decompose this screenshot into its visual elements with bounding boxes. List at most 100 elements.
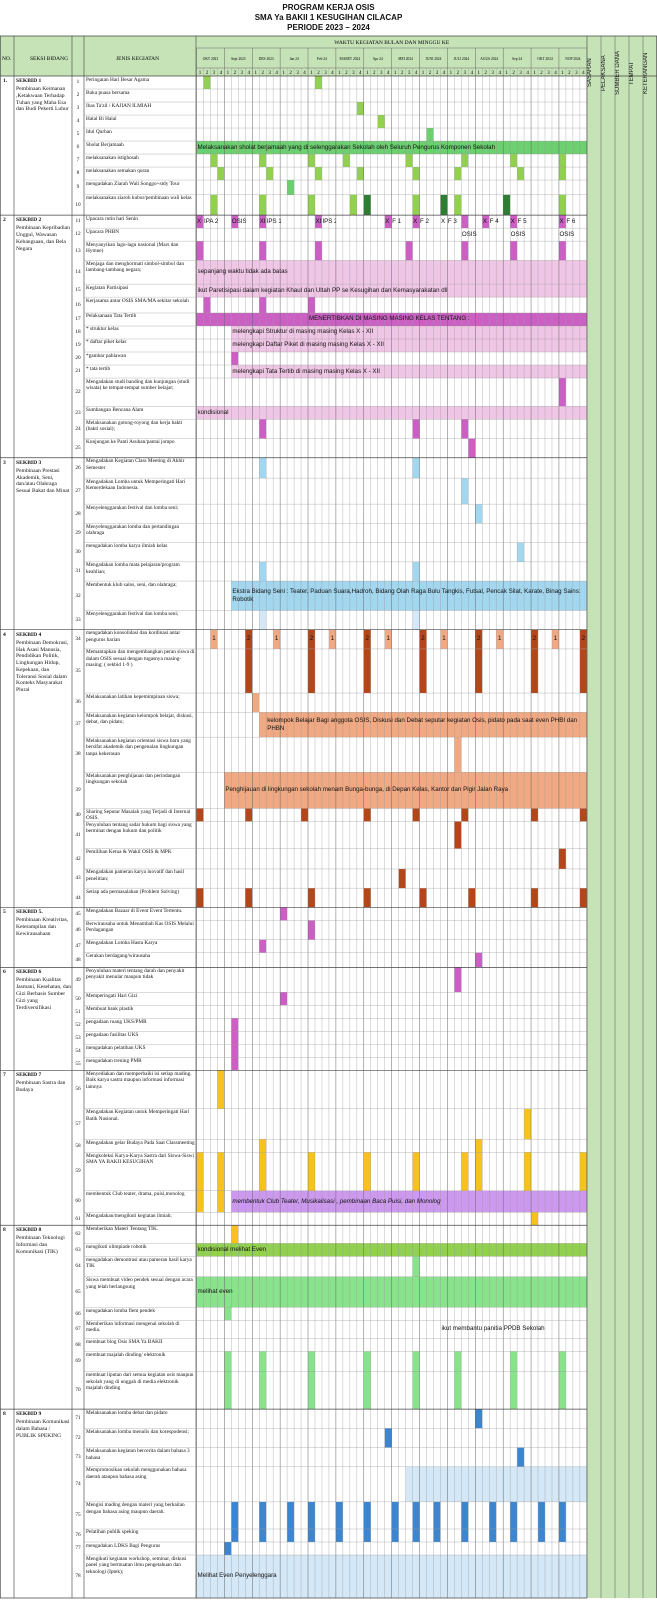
week-number: 4 bbox=[248, 71, 251, 76]
schedule-cell bbox=[475, 1409, 483, 1429]
schedule-cell bbox=[558, 378, 566, 407]
activity-number: 38 bbox=[75, 751, 81, 758]
week-number: 3 bbox=[324, 71, 327, 76]
section-7-code: SEKBID 7 bbox=[16, 1072, 42, 1079]
section-2-number: 2 bbox=[3, 217, 6, 224]
schedule-cell bbox=[531, 648, 539, 694]
week-number: 2 bbox=[289, 71, 292, 76]
week-number: 2 bbox=[540, 71, 543, 76]
activity-label: mengadakan lomba flem pendek bbox=[86, 1307, 155, 1314]
schedule-cell bbox=[314, 76, 322, 90]
activity-label: Mempromosikan sekolah menggunakan bahasa… bbox=[86, 1467, 187, 1480]
week-number: 3 bbox=[213, 71, 216, 76]
week-number: 4 bbox=[443, 71, 446, 76]
header-background bbox=[0, 36, 657, 76]
activity-label: Mengadakan studi banding dan kunjungan (… bbox=[86, 378, 190, 392]
section-1-number: 1. bbox=[3, 78, 8, 84]
schedule-cell bbox=[412, 167, 420, 181]
klub-bar bbox=[231, 581, 587, 611]
week-number: 1 bbox=[533, 71, 536, 76]
activity-number: 29 bbox=[75, 529, 81, 536]
week-number: 2 bbox=[512, 71, 515, 76]
title-line-3: PERIODE 2023 – 2024 bbox=[287, 23, 370, 32]
activity-label: membuat liputan dari semua kegiatan osis… bbox=[86, 1372, 194, 1392]
activity-number: 30 bbox=[75, 548, 81, 555]
schedule-bar bbox=[412, 1501, 420, 1543]
schedule-bar bbox=[391, 1501, 399, 1543]
tatatertib-bar bbox=[231, 365, 587, 379]
schedule-cell bbox=[328, 629, 336, 649]
section-1-code: SEKBID 1 bbox=[16, 78, 42, 84]
section-9-code: SEKBID 9 bbox=[16, 1411, 42, 1418]
schedule-cell bbox=[558, 848, 566, 869]
schedule-bar bbox=[461, 1152, 469, 1213]
activity-label: Sholat Berjamaah bbox=[86, 141, 124, 148]
schedule-cell bbox=[412, 457, 420, 479]
schedule-cell bbox=[384, 629, 392, 649]
schedule-cell bbox=[419, 629, 427, 649]
schedule-cell bbox=[419, 648, 427, 694]
schedule-cell bbox=[579, 629, 587, 649]
activity-label: mengadakan Ziarah Wali Songgo+stdy Tour bbox=[86, 180, 180, 187]
activity-number: 62 bbox=[75, 1231, 81, 1238]
week-number: 4 bbox=[554, 71, 557, 76]
schedule-bar bbox=[217, 1152, 225, 1213]
section-4-code: SEKBID 4 bbox=[16, 631, 42, 638]
week-number: 2 bbox=[568, 71, 571, 76]
schedule-cell bbox=[454, 167, 462, 181]
week-number: 1 bbox=[561, 71, 564, 76]
schedule-bar bbox=[259, 297, 267, 313]
schedule-cell bbox=[342, 154, 350, 168]
schedule-cell bbox=[551, 629, 559, 649]
schedule-cell bbox=[308, 194, 315, 216]
activity-number: 71 bbox=[75, 1415, 81, 1422]
schedule-cell bbox=[412, 808, 420, 822]
week-number: 1 bbox=[227, 71, 230, 76]
activity-label: Melaksanakan lomba menulis dan korespode… bbox=[86, 1428, 189, 1435]
month-label: JULI 2024 bbox=[454, 57, 470, 61]
schedule-cell bbox=[210, 629, 218, 649]
schedule-cell bbox=[196, 241, 204, 261]
schedule-cell bbox=[308, 629, 315, 649]
schedule-cell bbox=[356, 102, 364, 116]
activity-label: Pemilihan Ketua & Wakil OSIS & MPK bbox=[86, 849, 172, 856]
section-3-number: 3 bbox=[3, 459, 6, 466]
week-number: 3 bbox=[491, 71, 494, 76]
week-number: 4 bbox=[359, 71, 362, 76]
week-number: 2 bbox=[234, 71, 237, 76]
month-label: AGUS 2024 bbox=[480, 57, 498, 61]
week-number: 4 bbox=[498, 71, 501, 76]
week-number: 4 bbox=[526, 71, 529, 76]
activity-number: 48 bbox=[75, 956, 81, 963]
schedule-cell bbox=[217, 167, 225, 181]
week-number: 1 bbox=[254, 71, 257, 76]
activity-number: 52 bbox=[75, 1021, 81, 1028]
section-5-description: Pembinaan Kreativitas, Keterampilan dan … bbox=[16, 917, 69, 937]
schedule-cell bbox=[377, 115, 385, 129]
section-4-number: 4 bbox=[3, 631, 6, 638]
schedule-bar bbox=[231, 352, 239, 366]
schedule-cell bbox=[475, 629, 483, 649]
activity-label: Melaksanakan gotong-royong dan kerja bak… bbox=[86, 419, 183, 433]
schedule-cell bbox=[475, 1139, 483, 1153]
schedule-bar bbox=[196, 1152, 204, 1213]
header-pelaksana: PELAKSANA bbox=[601, 55, 607, 91]
schedule-cell bbox=[558, 215, 566, 229]
activity-label: Memberikan informasi mengenai sekolah di… bbox=[86, 1320, 180, 1334]
activity-number: 64 bbox=[75, 1263, 81, 1270]
section-5-code: SEKBID 5. bbox=[16, 909, 43, 916]
activity-number: 3 bbox=[76, 105, 80, 112]
week-number: 3 bbox=[241, 71, 244, 76]
schedule-bar bbox=[363, 1501, 371, 1543]
activity-label: mengadakan LDKS Bagi Pengurus bbox=[86, 1542, 161, 1549]
schedule-bar bbox=[433, 1501, 441, 1543]
section-8-description: Pembinaan Teknologi Informasi dan Komuni… bbox=[16, 1235, 65, 1255]
schedule-cell bbox=[203, 76, 211, 90]
week-number: 4 bbox=[331, 71, 334, 76]
section-6-number: 6 bbox=[3, 969, 6, 976]
week-number: 2 bbox=[345, 71, 348, 76]
schedule-cell bbox=[259, 939, 267, 953]
section-1-description: Pembinaan Keimanan ,Ketakwaan Terhadap T… bbox=[16, 86, 69, 113]
activity-label: Peringatan Hari Besar Agama bbox=[86, 76, 150, 83]
section-9-number: 8 bbox=[3, 1411, 6, 1418]
